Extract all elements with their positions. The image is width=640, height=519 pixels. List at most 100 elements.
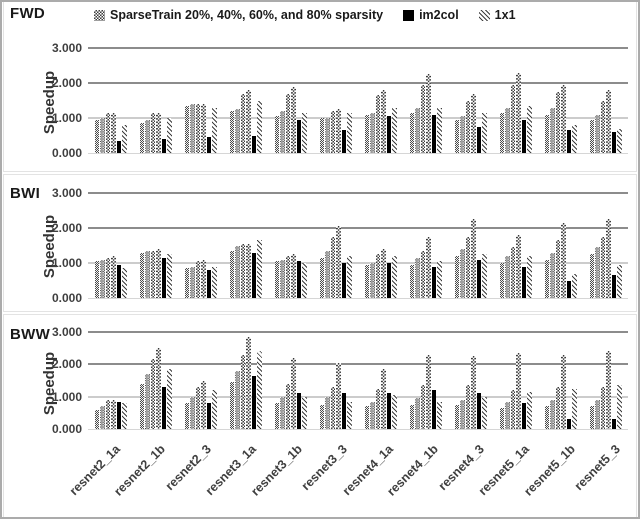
bar-st80-resnet3_3 [336,226,341,298]
y-tick-label: 1.000 [51,389,82,404]
bar-group-resnet5_1b [538,193,583,298]
bar-im2col-resnet3_1b [296,119,301,153]
bar-1x1-resnet5_1b [572,273,577,298]
bar-st40-resnet3_1a [235,370,240,429]
bar-1x1-resnet5_1a [527,105,532,153]
bar-im2col-resnet4_1a [386,263,391,298]
bar-st60-resnet2_1b [150,112,155,153]
bar-st60-resnet2_3 [195,261,200,298]
bar-1x1-resnet2_3 [212,390,217,429]
bar-im2col-resnet2_1b [161,139,166,153]
bar-im2col-resnet5_1b [566,280,571,298]
bar-group-resnet4_3 [448,48,493,153]
y-tick-label: 3.000 [51,186,82,200]
bar-st80-resnet3_3 [336,362,341,429]
bar-st20-resnet3_1a [229,382,234,429]
bar-st60-resnet4_1b [420,250,425,298]
bar-group-resnet2_1a [88,193,133,298]
bar-st20-resnet5_3 [589,406,594,429]
bar-st20-resnet5_3 [589,254,594,298]
bar-group-resnet3_3 [313,332,358,429]
y-axis-ticks-bww: 0.000 1.000 2.000 3.000 [4,325,82,436]
bar-im2col-resnet2_1b [161,386,166,429]
bar-st40-resnet5_1b [550,399,555,429]
bar-group-resnet5_1b [538,332,583,429]
bar-st60-resnet4_3 [465,100,470,153]
panel-bwi: BWI Speedup 0.000 1.000 2.000 3.000 [3,174,637,312]
bar-st40-resnet3_3 [325,250,330,298]
bar-st80-resnet5_1b [561,84,566,153]
bar-group-resnet5_3 [583,193,628,298]
bar-st60-resnet3_1a [240,93,245,153]
gridline [88,262,628,264]
bar-im2col-resnet2_1a [116,264,121,298]
bar-1x1-resnet4_3 [482,112,487,153]
bar-st40-resnet2_1a [100,406,105,429]
bar-im2col-resnet4_3 [476,393,481,429]
plot-area-bwi [88,192,628,299]
bar-st40-resnet4_3 [460,116,465,153]
bar-st40-resnet3_1b [280,111,285,153]
bar-group-resnet5_1a [493,48,538,153]
bar-group-resnet4_3 [448,193,493,298]
bar-st20-resnet2_3 [184,105,189,153]
black-swatch-icon [403,9,415,21]
bar-im2col-resnet3_1b [296,393,301,429]
plot-area-bww [88,331,628,430]
bar-1x1-resnet5_3 [617,385,622,429]
bar-st80-resnet2_1a [111,256,116,298]
bar-1x1-resnet3_1b [302,112,307,153]
bar-im2col-resnet2_1a [116,401,121,429]
bar-st20-resnet5_1b [544,114,549,153]
bar-1x1-resnet3_1a [257,351,262,429]
bar-st60-resnet5_1a [510,390,515,429]
bar-st20-resnet2_1a [94,261,99,298]
bar-1x1-resnet2_1a [122,125,127,153]
bar-st40-resnet2_1b [145,374,150,429]
bar-group-resnet2_1a [88,332,133,429]
bar-1x1-resnet4_3 [482,254,487,298]
bar-group-resnet3_1b [268,193,313,298]
bar-st20-resnet2_1a [94,409,99,429]
bar-st40-resnet4_3 [460,399,465,429]
bar-st80-resnet3_1b [291,86,296,153]
bar-st40-resnet4_1b [415,398,420,429]
bar-st40-resnet3_3 [325,396,330,429]
bar-st20-resnet3_1a [229,111,234,153]
y-tick-label: 0.000 [51,422,82,436]
bar-st20-resnet4_3 [454,256,459,298]
bar-st80-resnet5_3 [606,219,611,298]
bar-st20-resnet4_3 [454,404,459,429]
bar-1x1-resnet2_1b [167,118,172,153]
bar-st20-resnet5_1a [499,112,504,153]
y-axis-ticks-fwd: 0.000 1.000 2.000 3.000 [4,41,82,160]
bar-st80-resnet5_3 [606,351,611,429]
bar-st40-resnet5_1b [550,252,555,298]
bar-1x1-resnet4_1a [392,256,397,298]
bar-1x1-resnet5_1b [572,125,577,153]
bar-1x1-resnet3_1b [302,396,307,429]
bar-im2col-resnet4_3 [476,126,481,153]
bar-st20-resnet2_1b [139,123,144,153]
x-axis-labels: resnet2_1a resnet2_1b resnet2_3 resnet3_1a r… [4,430,636,517]
bar-group-resnet4_1a [358,332,403,429]
bar-im2col-resnet5_3 [611,132,616,153]
bar-st20-resnet4_1a [364,114,369,153]
bar-1x1-resnet4_1a [392,107,397,153]
bar-st80-resnet4_3 [471,93,476,153]
bar-1x1-resnet3_1a [257,100,262,153]
bar-st40-resnet5_3 [595,114,600,153]
bar-st80-resnet4_3 [471,219,476,298]
panel-bww: BWW Speedup 0.000 1.000 2.000 3.000 resnet2… [3,314,637,517]
bar-st80-resnet2_3 [201,104,206,153]
y-tick-label: 2.000 [51,76,82,91]
gridline [88,82,628,85]
bar-st80-resnet2_1a [111,399,116,429]
y-tick-label: 2.000 [51,221,82,236]
bar-st80-resnet3_1a [246,243,251,298]
bar-st60-resnet3_3 [330,386,335,429]
bar-st60-resnet5_1b [555,91,560,153]
checker-swatch-icon [94,9,105,21]
bar-st60-resnet5_1a [510,84,515,153]
bar-st40-resnet4_1b [415,107,420,153]
